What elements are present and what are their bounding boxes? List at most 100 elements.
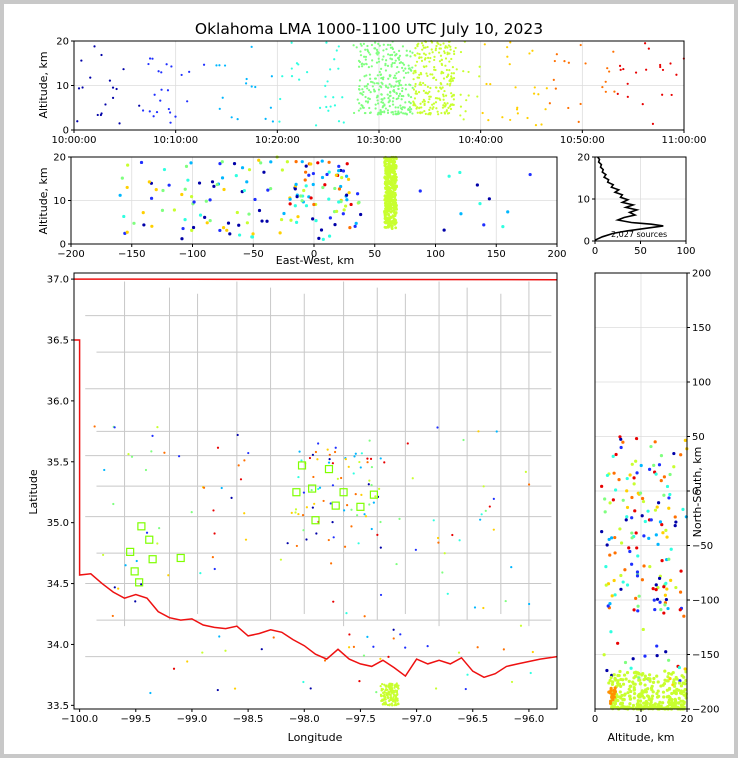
ew-altitude-source-point: [392, 161, 396, 165]
time-height-source-point: [438, 97, 441, 100]
time-height-source-point: [389, 54, 392, 57]
ns-altitude-source-point: [641, 672, 645, 676]
plan-view-source-point: [386, 703, 389, 707]
altitude-histogram-ytick-label: 20: [577, 153, 590, 164]
time-height-source-point: [393, 51, 396, 54]
plan-view-source-point: [177, 455, 181, 458]
ns-altitude-source-point: [605, 473, 610, 478]
time-height-source-point: [436, 97, 439, 100]
ns-altitude-source-point: [632, 696, 636, 700]
plan-view-source-point: [286, 542, 289, 545]
ew-altitude-source-point: [317, 236, 321, 240]
ew-altitude-source-point: [328, 216, 332, 220]
time-height-source-point: [408, 110, 412, 114]
time-height-source-point: [659, 63, 662, 67]
time-height-source-point: [409, 102, 412, 105]
ns-altitude-source-point: [622, 673, 627, 677]
plan-view-source-point: [317, 487, 320, 491]
time-height-source-point: [423, 100, 426, 103]
ew-altitude-source-point: [390, 177, 394, 181]
ew-altitude-source-point: [150, 224, 154, 228]
plan-view-source-point: [395, 682, 398, 685]
time-height-source-point: [359, 42, 362, 46]
ns-altitude-source-point: [668, 703, 672, 707]
ns-altitude-source-point: [667, 658, 671, 662]
time-height-source-point: [396, 112, 399, 115]
time-height-source-point: [446, 53, 449, 56]
time-height-source-point: [376, 99, 379, 102]
time-height-source-point: [394, 106, 397, 109]
time-height-source-point: [405, 54, 408, 57]
plan-view-source-point: [244, 538, 248, 541]
time-height-source-point: [443, 89, 446, 93]
time-height-source-point: [401, 87, 404, 90]
time-height-source-point: [138, 104, 141, 107]
ns-altitude-source-point: [618, 669, 622, 674]
time-height-source-point: [366, 100, 370, 103]
time-height-source-point: [544, 108, 547, 111]
plan-view-source-point: [404, 646, 407, 649]
ns-altitude-source-point: [652, 598, 656, 602]
ns-altitude-source-point: [664, 706, 668, 711]
time-height-source-point: [426, 74, 429, 77]
plan-view-xtick-label: −97.5: [345, 714, 376, 725]
plan-view-source-point: [344, 458, 347, 461]
ew-altitude-source-point: [237, 233, 242, 237]
ew-altitude-source-point: [285, 160, 289, 164]
ns-altitude-source-point: [638, 491, 643, 495]
time-height-source-point: [359, 54, 363, 57]
time-height-source-point: [506, 46, 509, 49]
plan-view-source-point: [392, 693, 395, 696]
time-height-source-point: [416, 45, 419, 48]
plan-view-xtick-label: −97.0: [401, 714, 432, 725]
ns-altitude-source-point: [618, 690, 622, 694]
time-height-source-point: [111, 96, 115, 99]
ns-altitude-source-point: [670, 691, 674, 696]
ns-altitude-source-point: [655, 644, 659, 648]
ew-altitude-source-point: [389, 157, 393, 161]
time-height-source-point: [167, 107, 170, 111]
plan-view-source-point: [172, 667, 176, 670]
time-height-source-point: [369, 53, 372, 56]
ns-altitude-source-point: [604, 564, 608, 569]
ns-altitude-source-point: [681, 507, 685, 511]
plan-view-source-point: [368, 503, 371, 506]
time-height-source-point: [424, 91, 427, 95]
time-height-source-point: [375, 96, 378, 99]
time-height-source-point: [333, 104, 337, 107]
time-height-source-point: [364, 95, 367, 99]
plan-view-source-point: [297, 512, 300, 516]
plan-view-source-point: [388, 699, 391, 703]
ns-altitude-source-point: [630, 495, 634, 500]
plan-view-source-point: [392, 695, 395, 699]
ns-altitude-source-point: [662, 493, 666, 497]
time-height-source-point: [122, 68, 125, 71]
ns-altitude-source-point: [649, 444, 653, 449]
time-height-source-point: [419, 102, 422, 105]
time-height-source-point: [548, 102, 551, 105]
ns-altitude-source-point: [657, 576, 662, 580]
time-height-source-point: [393, 90, 396, 94]
time-height-source-point: [417, 42, 420, 45]
ew-altitude-source-point: [147, 180, 151, 184]
ew-altitude-source-point: [126, 163, 130, 167]
plan-view-source-point: [332, 536, 335, 539]
plan-view-source-point: [167, 574, 170, 577]
plan-view-ytick-label: 34.5: [47, 579, 69, 590]
time-height-source-point: [442, 98, 445, 101]
time-height-source-point: [619, 68, 622, 71]
ns-altitude-source-point: [632, 671, 637, 675]
time-height-source-point: [432, 106, 435, 109]
ns-altitude-source-point: [624, 677, 628, 681]
ew-altitude-source-point: [384, 197, 388, 201]
ns-altitude-source-point: [612, 695, 616, 699]
time-height-source-point: [392, 113, 395, 116]
ns-altitude-source-point: [673, 701, 678, 706]
time-height-source-point: [429, 95, 432, 98]
ns-altitude-source-point: [636, 694, 640, 698]
time-height-source-point: [384, 107, 388, 110]
ew-altitude-source-point: [384, 187, 388, 191]
time-height-source-point: [380, 67, 383, 71]
ew-altitude-source-point: [208, 198, 212, 202]
time-height-source-point: [364, 100, 368, 103]
